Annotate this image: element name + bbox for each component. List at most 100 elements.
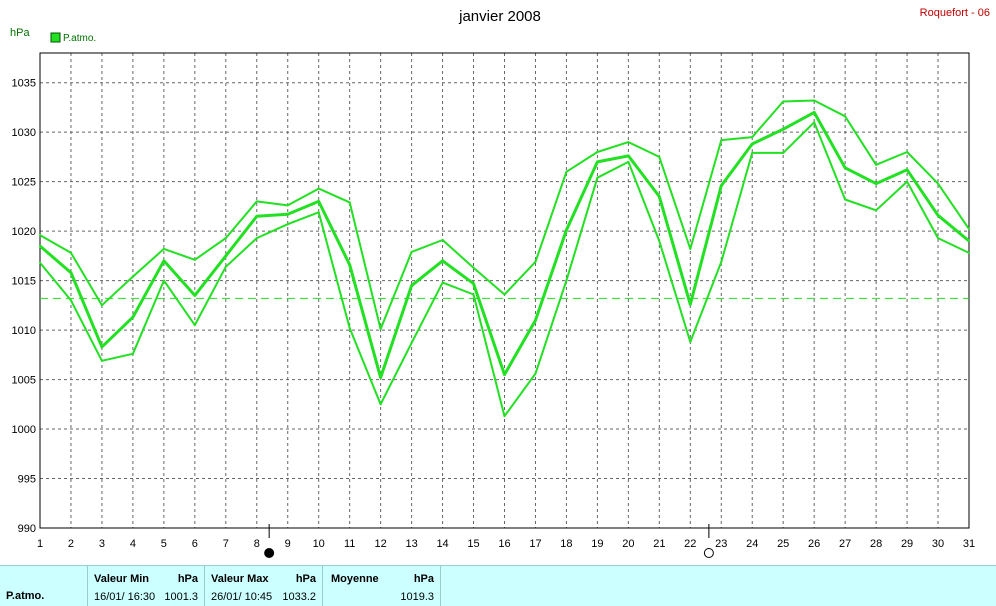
data-point-mean [410, 284, 413, 287]
data-point-max [565, 170, 568, 173]
x-tick-label: 26 [808, 538, 820, 550]
data-point-max [317, 187, 320, 190]
data-point-max [348, 201, 351, 204]
x-tick-label: 4 [130, 538, 136, 550]
y-axis: 990 995 1000 1005 1010 1015 1020 1025 1030 1035 [12, 78, 36, 535]
data-point-mean [441, 259, 444, 262]
data-point-mean [658, 195, 661, 198]
data-point-max [658, 155, 661, 158]
data-point-mean [100, 345, 103, 348]
data-point-max [782, 100, 785, 103]
data-point-max [286, 204, 289, 207]
x-tick-label: 18 [560, 538, 572, 550]
x-tick-label: 14 [436, 538, 448, 550]
data-point-min [565, 279, 568, 282]
data-point-max [844, 115, 847, 118]
y-tick-label: 995 [18, 474, 36, 486]
data-point-min [937, 237, 940, 240]
data-point-min [782, 151, 785, 154]
x-tick-label: 19 [591, 538, 603, 550]
x-tick-label: 3 [99, 538, 105, 550]
stats-row-label-cell: P.atmo. [0, 566, 88, 606]
station-name: Roquefort - 06 [920, 7, 990, 19]
data-point-mean [503, 373, 506, 376]
data-point-mean [255, 215, 258, 218]
data-point-max [131, 275, 134, 278]
stats-max-value: 1033.2 [282, 591, 316, 603]
data-point-min [131, 352, 134, 355]
data-point-max [100, 304, 103, 307]
data-point-min [627, 160, 630, 163]
chart-title: janvier 2008 [458, 8, 541, 25]
data-point-max [379, 328, 382, 331]
data-point-min [875, 209, 878, 212]
x-tick-label: 16 [498, 538, 510, 550]
stats-max-unit: hPa [295, 573, 316, 585]
data-point-mean [813, 111, 816, 114]
data-point-mean [689, 303, 692, 306]
data-point-mean [224, 254, 227, 257]
data-point-min [689, 340, 692, 343]
data-point-max [472, 266, 475, 269]
data-point-min [348, 327, 351, 330]
data-point-mean [565, 229, 568, 232]
data-point-max [937, 182, 940, 185]
data-point-mean [534, 319, 537, 322]
data-point-min [534, 372, 537, 375]
x-tick-label: 15 [467, 538, 479, 550]
y-tick-label: 1010 [12, 325, 36, 337]
data-point-mean [751, 143, 754, 146]
data-point-max [720, 139, 723, 142]
x-tick-label: 6 [192, 538, 198, 550]
data-point-max [627, 141, 630, 144]
data-point-min [286, 223, 289, 226]
new-moon-icon [703, 548, 714, 558]
x-tick-label: 1 [37, 538, 43, 550]
data-point-min [906, 180, 909, 183]
data-point-min [69, 299, 72, 302]
data-point-mean [596, 160, 599, 163]
data-point-mean [906, 168, 909, 171]
data-point-mean [937, 214, 940, 217]
data-point-mean [348, 263, 351, 266]
data-point-min [751, 151, 754, 154]
data-point-max [906, 150, 909, 153]
data-point-min [317, 211, 320, 214]
stats-min-cell: Valeur Min hPa 16/01/ 16:30 1001.3 [88, 566, 205, 606]
stats-mean-header: Moyenne [331, 573, 379, 585]
data-point-max [596, 150, 599, 153]
data-point-max [689, 247, 692, 250]
stats-min-unit: hPa [177, 573, 198, 585]
stats-max-cell: Valeur Max hPa 26/01/ 10:45 1033.2 [205, 566, 323, 606]
moon-phase-layer [264, 524, 714, 558]
stats-mean-unit: hPa [413, 573, 434, 585]
legend-swatch [50, 32, 61, 43]
stats-mean-cell: Moyenne hPa 1019.3 [323, 566, 441, 606]
data-point-mean [379, 376, 382, 379]
x-tick-label: 7 [223, 538, 229, 550]
data-point-mean [782, 128, 785, 131]
data-point-min [379, 403, 382, 406]
data-point-min [503, 415, 506, 418]
data-point-min [193, 324, 196, 327]
y-tick-label: 1005 [12, 375, 36, 387]
x-tick-label: 21 [653, 538, 665, 550]
data-point-max [224, 237, 227, 240]
y-tick-label: 1015 [12, 276, 36, 288]
data-point-min [596, 176, 599, 179]
data-point-min [224, 265, 227, 268]
data-point-mean [162, 259, 165, 262]
y-tick-label: 1030 [12, 127, 36, 139]
x-tick-label: 13 [405, 538, 417, 550]
stats-mean-value: 1019.3 [400, 591, 434, 603]
grid [40, 53, 969, 528]
stats-min-header: Valeur Min [94, 573, 150, 585]
plot-frame [39, 52, 970, 529]
x-tick-label: 12 [375, 538, 387, 550]
data-point-mean [968, 240, 970, 243]
pressure-chart: janvier 2008 Roquefort - 06 hPa P.atmo. … [10, 7, 990, 558]
data-point-min [472, 293, 475, 296]
data-point-min [813, 121, 816, 124]
stats-panel: P.atmo. Valeur Min hPa 16/01/ 16:30 1001… [0, 565, 996, 606]
x-tick-label: 29 [901, 538, 913, 550]
